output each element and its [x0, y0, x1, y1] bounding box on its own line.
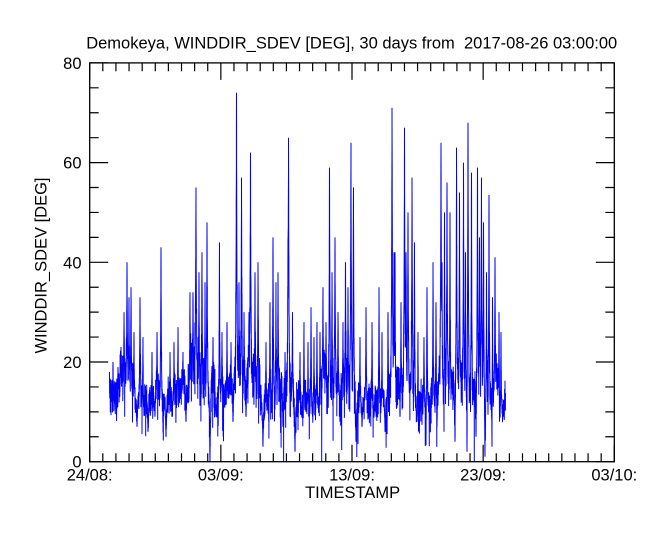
svg-text:20: 20 — [63, 354, 81, 372]
svg-text:80: 80 — [63, 55, 81, 73]
svg-text:40: 40 — [63, 254, 81, 272]
svg-text:23/09:: 23/09: — [460, 466, 506, 484]
svg-text:TIMESTAMP: TIMESTAMP — [305, 484, 400, 502]
svg-text:03/09:: 03/09: — [198, 466, 244, 484]
svg-text:Demokeya, WINDDIR_SDEV [DEG],: Demokeya, WINDDIR_SDEV [DEG], 30 days fr… — [86, 35, 617, 53]
svg-text:13/09:: 13/09: — [329, 466, 375, 484]
svg-text:0: 0 — [72, 454, 81, 472]
svg-text:03/10:: 03/10: — [591, 466, 637, 484]
svg-text:24/08:: 24/08: — [67, 466, 113, 484]
svg-text:60: 60 — [63, 155, 81, 173]
svg-text:WINDDIR_SDEV [DEG]: WINDDIR_SDEV [DEG] — [33, 177, 51, 353]
